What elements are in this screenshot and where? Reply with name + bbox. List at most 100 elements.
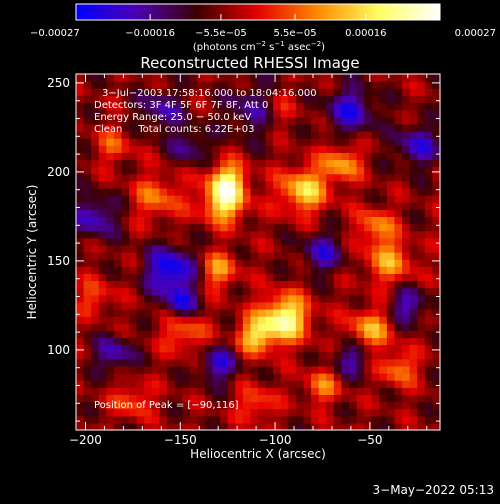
heatmap-cell [424, 130, 434, 139]
heatmap-cell [364, 159, 373, 168]
heatmap-cell [159, 244, 168, 253]
heatmap-cell [318, 123, 327, 132]
colorbar-ticks: −0.00027 −0.00016 −5.5e−05 5.5e−05 0.00016 0.… [30, 14, 496, 39]
heatmap-cell [379, 273, 388, 282]
heatmap-cell [151, 408, 161, 417]
heatmap-cell [113, 166, 123, 175]
heatmap-cell [113, 130, 123, 139]
heatmap-cell [432, 81, 441, 89]
heatmap-cell [394, 230, 403, 239]
heatmap-cell [333, 401, 343, 410]
heatmap-cell [349, 145, 358, 153]
heatmap-cell [303, 380, 312, 388]
heatmap-cell [424, 287, 434, 296]
heatmap-cell [402, 373, 411, 381]
heatmap-cell [288, 152, 297, 161]
heatmap-cell [182, 237, 191, 246]
heatmap-cell [288, 252, 297, 260]
heatmap-cell [212, 373, 221, 381]
heatmap-cell [129, 294, 138, 303]
heatmap-cell [258, 195, 267, 203]
heatmap-cell [409, 259, 418, 267]
heatmap-cell [113, 408, 123, 417]
heatmap-cell [197, 387, 206, 395]
heatmap-cell [197, 252, 206, 260]
heatmap-cell [121, 252, 130, 260]
heatmap-cell [303, 280, 312, 289]
heatmap-cell [311, 273, 320, 282]
heatmap-cell [318, 308, 327, 317]
heatmap-cell [91, 209, 100, 217]
heatmap-cell [409, 187, 418, 196]
heatmap-cell [83, 173, 92, 182]
heatmap-cell [318, 88, 327, 96]
heatmap-cell [311, 316, 320, 324]
heatmap-cell [250, 88, 259, 96]
heatmap-cell [227, 159, 236, 168]
heatmap-cell [386, 344, 396, 353]
heatmap-cell [349, 159, 358, 168]
heatmap-cell [182, 130, 191, 139]
heatmap-cell [129, 102, 138, 111]
heatmap-cell [265, 380, 274, 388]
heatmap-cell [121, 323, 130, 331]
heatmap-cell [417, 95, 426, 104]
heatmap-cell [113, 116, 123, 125]
heatmap-cell [76, 216, 85, 225]
heatmap-cell [83, 223, 92, 232]
heatmap-cell [311, 287, 320, 296]
heatmap-cell [303, 266, 312, 274]
heatmap-cell [227, 422, 236, 431]
heatmap-cell [356, 259, 365, 267]
heatmap-cell [83, 401, 92, 410]
heatmap-cell [311, 344, 320, 353]
heatmap-cell [379, 138, 388, 146]
heatmap-cell [409, 223, 418, 232]
heatmap-cell [121, 195, 130, 203]
heatmap-cell [76, 130, 85, 139]
heatmap-cell [113, 301, 123, 310]
heatmap-cell [341, 401, 350, 410]
heatmap-cell [235, 180, 244, 189]
heatmap-cell [212, 323, 221, 331]
heatmap-cell [91, 401, 100, 410]
heatmap-cell [227, 223, 236, 232]
heatmap-cell [235, 237, 244, 246]
heatmap-cell [91, 123, 100, 132]
heatmap-cell [91, 273, 100, 282]
heatmap-cell [144, 308, 153, 317]
heatmap-cell [204, 138, 214, 146]
heatmap-cell [258, 330, 267, 339]
heatmap-cell [386, 408, 396, 417]
heatmap-cell [182, 266, 191, 274]
heatmap-cell [113, 74, 123, 82]
heatmap-cell [220, 408, 229, 417]
heatmap-cell [303, 123, 312, 132]
heatmap-cell [159, 159, 168, 168]
heatmap-cell [98, 173, 107, 182]
heatmap-cell [250, 294, 259, 303]
heatmap-cell [129, 195, 138, 203]
heatmap-cell [364, 273, 373, 282]
heatmap-cell [235, 323, 244, 331]
heatmap-cell [326, 408, 335, 417]
heatmap-cell [273, 273, 282, 282]
heatmap-cell [144, 358, 153, 367]
heatmap-cell [432, 116, 441, 125]
heatmap-cell [273, 138, 282, 146]
heatmap-cell [136, 358, 145, 367]
heatmap-cell [212, 230, 221, 239]
heatmap-cell [151, 159, 161, 168]
heatmap-cell [144, 138, 153, 146]
heatmap-cell [394, 152, 403, 161]
heatmap-cell [258, 301, 267, 310]
heatmap-cell [182, 138, 191, 146]
heatmap-cell [91, 323, 100, 331]
heatmap-cell [386, 102, 396, 111]
heatmap-cell [364, 237, 373, 246]
heatmap-cell [113, 330, 123, 339]
heatmap-cell [76, 365, 85, 374]
heatmap-cell [220, 81, 229, 89]
heatmap-cell [113, 123, 123, 132]
heatmap-cell [174, 373, 183, 381]
